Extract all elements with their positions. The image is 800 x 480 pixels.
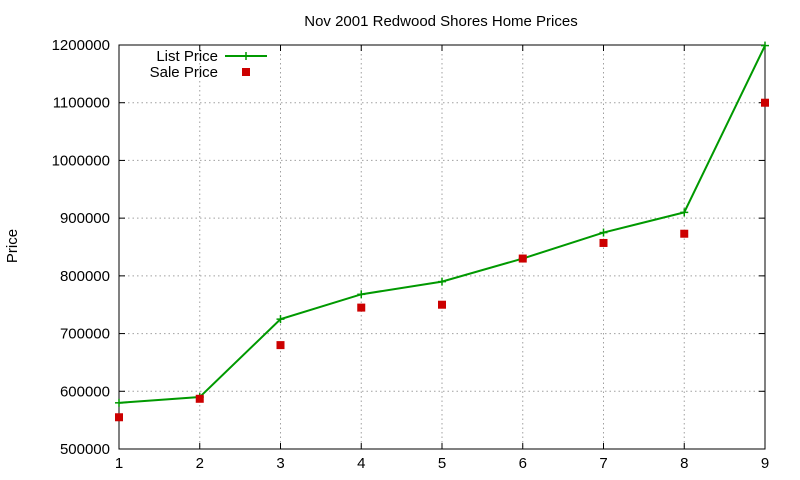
sale-price-point	[680, 229, 689, 238]
x-tick-label: 5	[438, 455, 446, 472]
sale-price-point	[357, 303, 366, 312]
sale-price-point	[761, 98, 769, 107]
x-tick-label: 8	[680, 455, 688, 472]
sale-price-point	[438, 300, 446, 309]
x-tick-label: 1	[115, 455, 123, 472]
series	[115, 41, 769, 422]
y-tick-label: 1100000	[53, 95, 110, 112]
legend-label-list-price: List Price	[156, 48, 218, 65]
list-price-point	[680, 208, 689, 217]
y-tick-label: 800000	[60, 268, 110, 285]
legend-marker-sale-price	[242, 68, 250, 76]
chart-title: Nov 2001 Redwood Shores Home Prices	[304, 13, 577, 30]
grid	[119, 45, 765, 449]
legend-label-sale-price: Sale Price	[150, 64, 218, 81]
x-tick-label: 7	[599, 455, 607, 472]
x-tick-label: 3	[276, 455, 284, 472]
list-price-point	[599, 228, 608, 237]
sale-price-point	[115, 413, 123, 422]
list-price-point	[761, 41, 769, 50]
list-price-point	[276, 315, 285, 324]
y-tick-label: 1200000	[52, 37, 110, 54]
axes: 1 2 3 4 5 6 7 8 9 500000 600000 700000 800000 900000 1…	[52, 37, 770, 472]
x-tick-label: 2	[196, 455, 204, 472]
legend-marker-list-price	[242, 52, 250, 60]
y-tick-label: 500000	[60, 441, 110, 458]
x-tick-label: 6	[519, 455, 527, 472]
y-tick-label: 600000	[60, 383, 110, 400]
sale-price-point	[599, 238, 608, 247]
x-tick-label: 4	[357, 455, 365, 472]
list-price-point	[115, 398, 123, 407]
y-axis-label: Price	[4, 229, 21, 263]
sale-price-point	[195, 394, 204, 403]
y-tick-label: 1000000	[52, 152, 110, 169]
list-price-point	[438, 277, 446, 286]
x-tick-label: 9	[761, 455, 769, 472]
list-price-point	[357, 290, 366, 299]
y-tick-label: 900000	[60, 210, 110, 227]
sale-price-point	[518, 254, 527, 263]
sale-price-point	[276, 341, 285, 350]
y-tick-label: 700000	[60, 326, 110, 343]
